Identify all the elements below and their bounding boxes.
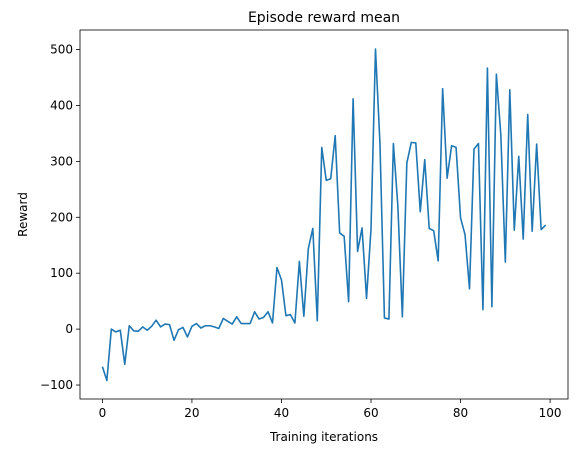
y-tick-label: 300 — [50, 154, 73, 168]
chart-title: Episode reward mean — [248, 10, 400, 26]
y-tick-label: 0 — [65, 322, 73, 336]
x-tick-label: 60 — [363, 406, 378, 420]
y-tick-label: 500 — [50, 43, 73, 57]
y-tick-label: 400 — [50, 98, 73, 112]
y-tick-label: −100 — [40, 378, 73, 392]
y-tick-label: 200 — [50, 210, 73, 224]
x-tick-label: 20 — [184, 406, 199, 420]
x-tick-label: 40 — [274, 406, 289, 420]
x-axis-ticks: 0 20 40 60 80 100 — [99, 399, 562, 420]
x-tick-label: 100 — [539, 406, 562, 420]
plot-area — [101, 48, 547, 382]
x-tick-label: 0 — [99, 406, 107, 420]
x-axis-label: Training iterations — [269, 430, 378, 444]
axes-frame — [79, 29, 569, 400]
x-tick-label: 80 — [453, 406, 468, 420]
series-line — [101, 48, 547, 382]
y-axis-label: Reward — [16, 192, 30, 237]
y-tick-label: 100 — [50, 266, 73, 280]
y-axis-ticks: −100 0 100 200 300 400 500 — [40, 43, 80, 392]
